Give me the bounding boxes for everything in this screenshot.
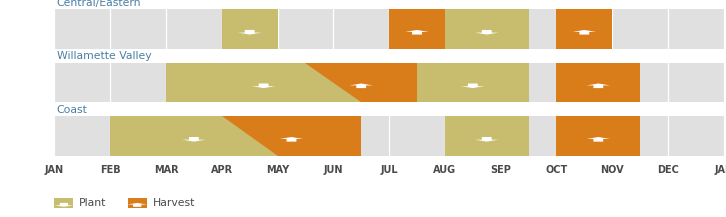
- Polygon shape: [475, 30, 499, 35]
- Bar: [389, 9, 445, 49]
- Text: AUG: AUG: [433, 165, 457, 175]
- Bar: [54, 198, 73, 208]
- Text: SEP: SEP: [490, 165, 511, 175]
- Text: JUL: JUL: [380, 165, 398, 175]
- Bar: [166, 63, 362, 102]
- Text: APR: APR: [211, 165, 233, 175]
- Polygon shape: [405, 30, 429, 35]
- Bar: [556, 116, 640, 156]
- Text: MAY: MAY: [266, 165, 289, 175]
- Polygon shape: [573, 30, 596, 35]
- Text: JAN: JAN: [714, 165, 726, 175]
- Polygon shape: [306, 63, 417, 102]
- Polygon shape: [587, 84, 610, 88]
- Text: Coast: Coast: [57, 105, 88, 115]
- Polygon shape: [475, 137, 499, 142]
- Bar: [556, 9, 612, 49]
- Bar: [556, 63, 640, 102]
- Bar: [54, 116, 724, 156]
- Polygon shape: [252, 84, 275, 88]
- Polygon shape: [587, 137, 610, 142]
- Bar: [110, 116, 277, 156]
- Bar: [417, 63, 529, 102]
- Polygon shape: [127, 203, 147, 207]
- Text: MAR: MAR: [154, 165, 179, 175]
- Text: JAN: JAN: [45, 165, 64, 175]
- Text: JUN: JUN: [324, 165, 343, 175]
- Polygon shape: [461, 84, 484, 88]
- Bar: [54, 63, 724, 102]
- Polygon shape: [238, 30, 261, 35]
- Text: DEC: DEC: [657, 165, 679, 175]
- Text: NOV: NOV: [600, 165, 624, 175]
- Text: Central/Eastern: Central/Eastern: [57, 0, 141, 8]
- Polygon shape: [182, 137, 205, 142]
- Polygon shape: [222, 116, 362, 156]
- Bar: [445, 116, 529, 156]
- Bar: [222, 9, 277, 49]
- Text: OCT: OCT: [545, 165, 568, 175]
- Text: Willamette Valley: Willamette Valley: [57, 51, 151, 61]
- Text: Plant: Plant: [79, 198, 107, 208]
- Polygon shape: [349, 84, 373, 88]
- Text: Harvest: Harvest: [152, 198, 195, 208]
- Polygon shape: [54, 203, 74, 207]
- Bar: [128, 198, 147, 208]
- Bar: [54, 9, 724, 49]
- Text: FEB: FEB: [100, 165, 121, 175]
- Polygon shape: [280, 137, 303, 142]
- Bar: [445, 9, 529, 49]
